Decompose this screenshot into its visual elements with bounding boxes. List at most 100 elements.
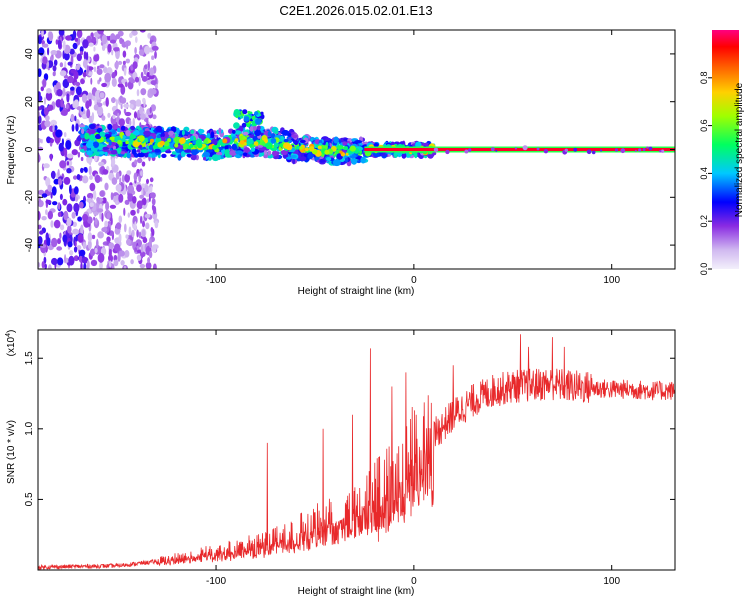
spectrogram-cell bbox=[144, 64, 148, 70]
spectrogram-cell bbox=[81, 113, 88, 120]
spectrogram-cell bbox=[65, 140, 72, 150]
spectrogram-cell bbox=[47, 47, 50, 56]
spectrogram-cell bbox=[71, 149, 79, 156]
spectrogram-cell bbox=[354, 140, 363, 144]
spectrogram-cell bbox=[41, 193, 48, 198]
spectrogram-cell bbox=[115, 49, 120, 60]
spectrogram-cell bbox=[82, 213, 89, 222]
spectrogram-cell bbox=[53, 59, 58, 66]
colorbar-ticks: 0.0 0.2 0.4 0.6 0.8 bbox=[699, 72, 712, 275]
spectrogram-cell bbox=[189, 143, 194, 148]
spectrogram-cell bbox=[134, 221, 137, 230]
spectrogram-cell bbox=[138, 231, 142, 239]
spectrogram-cell bbox=[96, 68, 103, 75]
spectrogram-cell bbox=[184, 149, 192, 153]
spectrogram-cell bbox=[445, 149, 450, 155]
spectrogram-cell bbox=[57, 169, 60, 177]
spectrogram-cell bbox=[74, 240, 77, 247]
spectrogram-cell bbox=[85, 51, 89, 61]
spectrogram-cell bbox=[267, 131, 272, 137]
spectrogram-cell bbox=[138, 135, 145, 142]
spectrogram-cell bbox=[181, 129, 185, 136]
spectrogram-cell bbox=[66, 93, 70, 103]
spectrogram-cell bbox=[105, 201, 110, 211]
x-tick-label: -100 bbox=[206, 576, 226, 587]
x-tick-label: 100 bbox=[603, 275, 620, 286]
spectrogram-cell bbox=[72, 228, 79, 235]
spectrogram-cell bbox=[111, 72, 116, 79]
spectrogram-cell bbox=[213, 134, 219, 138]
spectrogram-cell bbox=[59, 232, 62, 239]
spectrogram-cell bbox=[51, 186, 57, 196]
spectrogram-cell bbox=[123, 108, 127, 114]
spectrogram-cell bbox=[415, 141, 422, 148]
spectrogram-cell bbox=[286, 144, 293, 151]
spectrogram-cell bbox=[39, 230, 44, 235]
spectrogram-cell bbox=[40, 138, 43, 144]
spectrogram-cell bbox=[182, 143, 189, 150]
snr-frame bbox=[37, 329, 676, 571]
spectrogram-cell bbox=[112, 145, 117, 150]
spectrogram-cell bbox=[108, 139, 112, 146]
spectrogram-cell bbox=[336, 145, 344, 150]
spectrogram-cell bbox=[38, 138, 42, 144]
spectrogram-cell bbox=[184, 131, 191, 135]
spectrogram-cell bbox=[356, 160, 361, 164]
spectrogram-cell bbox=[59, 70, 67, 77]
spectrogram-cell bbox=[45, 177, 51, 187]
spectrogram-cell bbox=[38, 210, 41, 221]
colorbar-tick-label: 0.8 bbox=[699, 72, 709, 85]
spectrogram-cell bbox=[110, 192, 114, 201]
spectrogram-cell bbox=[107, 112, 111, 118]
spectrogram-cell bbox=[130, 259, 134, 265]
spectrogram-cell bbox=[146, 71, 150, 78]
spectrogram-cell bbox=[333, 159, 341, 167]
spectrogram-cell bbox=[82, 241, 87, 250]
spectrogram-cell bbox=[52, 201, 58, 206]
spectrogram-cell bbox=[243, 116, 250, 122]
spectrogram-cell bbox=[38, 224, 42, 230]
spectrogram-cell bbox=[155, 125, 163, 133]
spectrogram-cell bbox=[118, 193, 124, 203]
spectrogram-cell bbox=[99, 131, 106, 137]
spectrogram-cell bbox=[122, 50, 127, 58]
spectrogram-cell bbox=[591, 150, 596, 155]
spectrogram-cell bbox=[75, 123, 79, 132]
spectrogram-cell bbox=[137, 157, 143, 164]
spectrogram-cell bbox=[53, 219, 61, 229]
spectrogram-cell bbox=[139, 106, 144, 115]
spectrogram-cell bbox=[325, 137, 331, 141]
spectrogram-cell bbox=[125, 234, 129, 239]
spectrogram-cell bbox=[235, 114, 239, 118]
spectrogram-cell bbox=[138, 129, 145, 136]
spectrogram-cell bbox=[90, 77, 93, 85]
spectrogram-cell bbox=[125, 140, 129, 145]
snr-y-ticks: 0.5 1.0 1.5 bbox=[24, 351, 675, 506]
spectrogram-cell bbox=[153, 263, 157, 269]
spectrogram-cell bbox=[136, 208, 140, 214]
spectrogram-cell bbox=[51, 237, 58, 248]
spectrogram-cell bbox=[67, 225, 72, 234]
spectrogram-cell bbox=[133, 141, 140, 148]
spectrogram-cell bbox=[57, 178, 63, 186]
spectrogram-cell bbox=[186, 153, 192, 158]
spectrogram-cell bbox=[190, 135, 194, 141]
colorbar-tick-label: 0.2 bbox=[699, 215, 709, 228]
spectrogram-cell bbox=[50, 50, 58, 55]
spectrogram-cell bbox=[145, 262, 152, 269]
spectrogram-cell bbox=[80, 224, 84, 235]
spectrogram-cell bbox=[255, 146, 259, 150]
spectrogram-cell bbox=[50, 192, 53, 199]
spectrogram-cell bbox=[111, 123, 119, 130]
spectrogram-cell bbox=[56, 89, 63, 97]
spectrogram-cell bbox=[77, 151, 81, 158]
spectrogram-cell bbox=[128, 226, 132, 236]
spectrogram-cell bbox=[45, 199, 52, 204]
spectrogram-cell bbox=[120, 125, 126, 131]
spectrogram-cell bbox=[279, 143, 283, 148]
spectrogram-cell bbox=[290, 154, 297, 159]
spectrogram-cell bbox=[231, 143, 237, 150]
spectrogram-cell bbox=[74, 37, 79, 42]
spectrogram-cell bbox=[257, 144, 264, 148]
spectrogram-cell bbox=[70, 113, 75, 122]
